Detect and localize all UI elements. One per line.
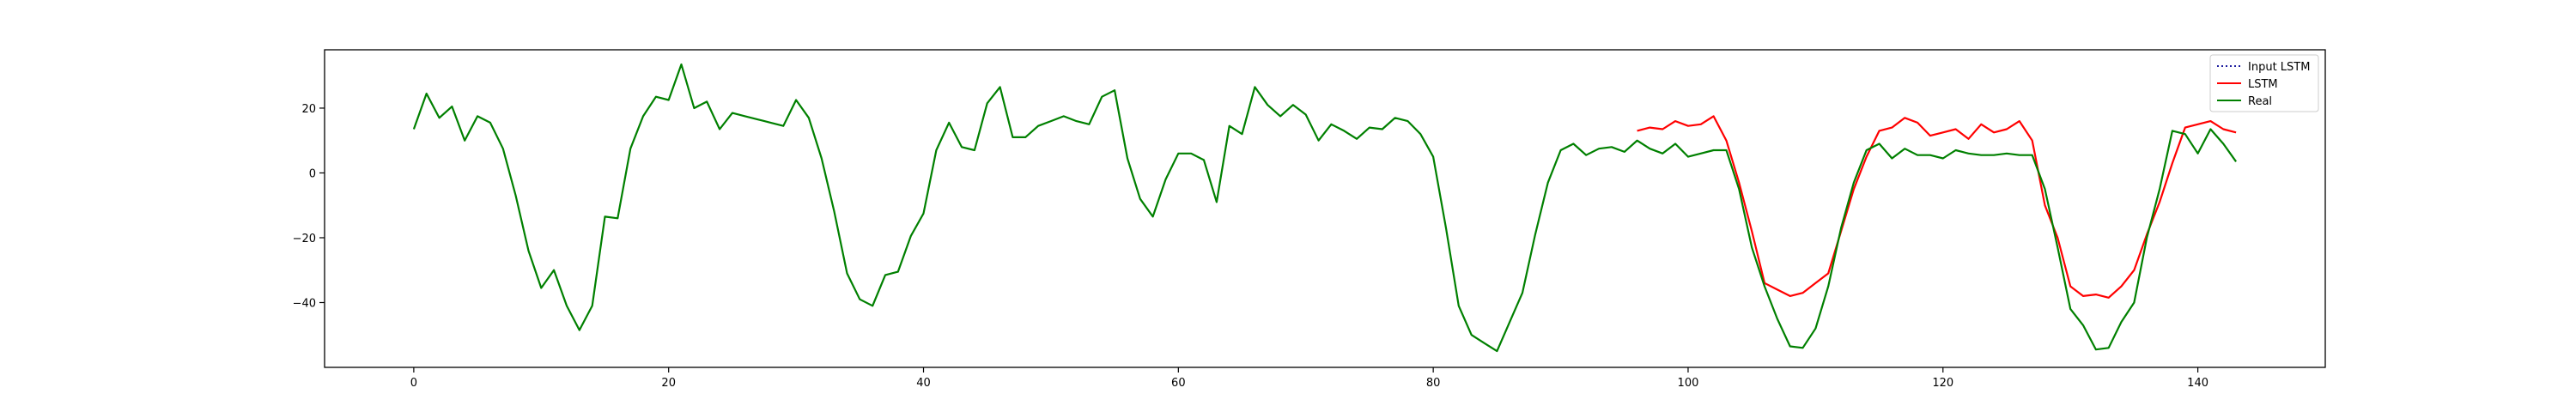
x-tick-label: 80: [1426, 377, 1441, 390]
series-layer: [412, 63, 2237, 353]
x-tick-label: 60: [1171, 377, 1186, 390]
legend-entry-label: Real: [2248, 95, 2272, 108]
legend: Input LSTM LSTM Real: [2209, 54, 2319, 112]
x-tick-label: 20: [661, 377, 676, 390]
legend-box: [2209, 54, 2319, 112]
x-tick-label: 100: [1678, 377, 1699, 390]
legend-entry-label: Input LSTM: [2248, 61, 2310, 74]
x-tick-label: 140: [2187, 377, 2208, 390]
y-tick-label: −40: [293, 297, 316, 310]
axes-frame: [324, 49, 2326, 368]
legend-entry-label: LSTM: [2248, 78, 2278, 91]
series-line-real: [412, 63, 2237, 353]
x-tick-label: 120: [1932, 377, 1953, 390]
x-tick-label: 40: [916, 377, 931, 390]
series-line-lstm: [1637, 115, 2237, 299]
plot-background: [325, 50, 2325, 367]
y-tick-label: −20: [293, 233, 316, 245]
y-tick-label: 0: [309, 167, 316, 180]
x-tick-label: 0: [410, 377, 417, 390]
axes-layer: 0 20 40 60 80 100 120 140 −40 −20 0 20: [293, 49, 2326, 390]
plot-area: [325, 50, 2325, 367]
y-tick-label: 20: [301, 103, 316, 116]
